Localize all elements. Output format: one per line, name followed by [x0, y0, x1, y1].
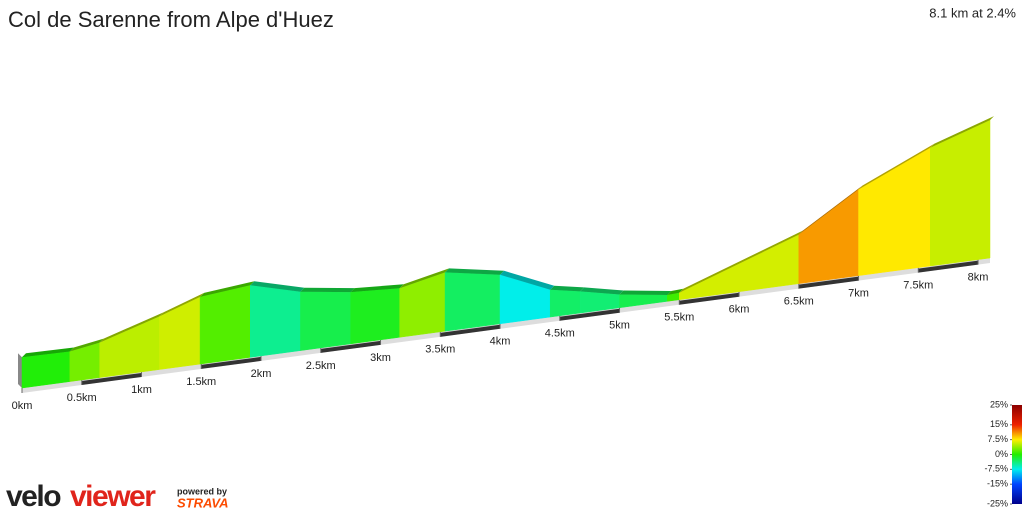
profile-top — [250, 281, 305, 292]
summary: 8.1 km at 2.4% — [929, 5, 1016, 20]
profile-top — [350, 284, 404, 293]
profile-top — [300, 287, 355, 293]
profile-top — [69, 338, 104, 352]
x-tick-label: 5.5km — [664, 312, 694, 324]
distance-band — [81, 372, 142, 385]
powered-by: powered by — [177, 486, 227, 496]
x-tick-label: 2.5km — [306, 360, 336, 372]
distance-band — [320, 340, 381, 353]
profile-top — [858, 143, 935, 190]
x-tick-label: 7km — [848, 288, 869, 300]
colorbar — [1012, 405, 1022, 504]
colorbar-label: -25% — [987, 498, 1008, 508]
x-tick-label: 8km — [968, 272, 989, 284]
distance-band — [201, 356, 262, 369]
strava: STRAVA — [177, 495, 229, 510]
x-tick-label: 5km — [609, 320, 630, 332]
profile-top — [159, 292, 205, 317]
x-tick-label: 7.5km — [903, 280, 933, 292]
x-tick-label: 0.5km — [67, 392, 97, 404]
x-tick-label: 4km — [490, 336, 511, 348]
x-tick-label: 4.5km — [545, 328, 575, 340]
profile-segment — [858, 147, 931, 276]
colorbar-label: 15% — [990, 419, 1008, 429]
distance-band — [918, 260, 979, 273]
profile-top — [22, 347, 74, 358]
profile-top — [667, 288, 684, 296]
distance-band — [559, 308, 620, 321]
profile-segment — [199, 284, 251, 365]
profile-segment — [159, 296, 201, 370]
profile-top — [550, 285, 585, 292]
profile-segment — [99, 315, 160, 378]
profile-segment — [798, 189, 859, 284]
distance-band — [679, 292, 740, 305]
profile-top — [619, 290, 672, 296]
profile-top — [200, 281, 255, 297]
profile-segment — [444, 272, 501, 332]
chart-title: Col de Sarenne from Alpe d'Huez — [8, 7, 334, 32]
side-face — [18, 353, 22, 388]
profile-top — [445, 268, 505, 275]
x-tick-label: 0km — [12, 400, 33, 412]
x-tick-label: 6km — [729, 304, 750, 316]
x-tick-label: 6.5km — [784, 296, 814, 308]
x-tick-label: 3.5km — [425, 344, 455, 356]
profile-top — [798, 185, 863, 235]
x-tick-label: 3km — [370, 352, 391, 364]
x-tick-label: 2km — [251, 368, 272, 380]
profile-segment — [399, 272, 446, 338]
profile-top — [930, 116, 994, 148]
logo: velo viewer powered by STRAVA — [6, 480, 229, 512]
profile-segment — [549, 289, 581, 318]
x-tick-label: 1km — [131, 384, 152, 396]
profile-segment — [250, 284, 301, 358]
distance-band — [798, 276, 859, 289]
profile-segment — [350, 288, 400, 345]
base-band — [22, 258, 990, 393]
logo-velo: velo — [6, 480, 61, 512]
profile-segment — [300, 291, 351, 351]
profile-top — [580, 287, 624, 295]
profile-top — [399, 268, 450, 289]
x-tick-label: 1.5km — [186, 376, 216, 388]
colorbar-label: 7.5% — [987, 434, 1008, 444]
distance-band — [440, 324, 501, 337]
profile-top — [679, 230, 803, 293]
colorbar-label: -15% — [987, 479, 1008, 489]
logo-viewer: viewer — [70, 480, 156, 512]
profile-top — [99, 312, 164, 343]
colorbar-label: -7.5% — [984, 464, 1008, 474]
profile-segment — [21, 351, 71, 389]
colorbar-label: 25% — [990, 399, 1008, 409]
profile-top — [500, 270, 555, 290]
colorbar-label: 0% — [995, 449, 1008, 459]
